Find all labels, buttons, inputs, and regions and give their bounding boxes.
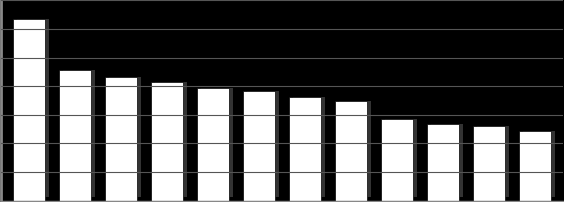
Bar [59, 70, 91, 201]
Bar [289, 97, 321, 201]
Bar [13, 20, 45, 201]
FancyBboxPatch shape [155, 83, 187, 197]
FancyBboxPatch shape [201, 88, 233, 197]
FancyBboxPatch shape [523, 132, 555, 197]
Bar [427, 125, 459, 201]
FancyBboxPatch shape [293, 97, 325, 197]
FancyBboxPatch shape [430, 125, 463, 197]
Bar [519, 132, 551, 201]
Bar [197, 88, 229, 201]
FancyBboxPatch shape [338, 101, 371, 197]
FancyBboxPatch shape [109, 77, 141, 197]
FancyBboxPatch shape [477, 126, 509, 197]
Bar [335, 101, 367, 201]
Bar [243, 92, 275, 201]
Bar [473, 126, 505, 201]
FancyBboxPatch shape [385, 119, 417, 197]
FancyBboxPatch shape [16, 20, 49, 197]
Bar [105, 77, 137, 201]
FancyBboxPatch shape [63, 70, 95, 197]
Bar [381, 119, 413, 201]
FancyBboxPatch shape [246, 92, 279, 197]
Bar [151, 83, 183, 201]
